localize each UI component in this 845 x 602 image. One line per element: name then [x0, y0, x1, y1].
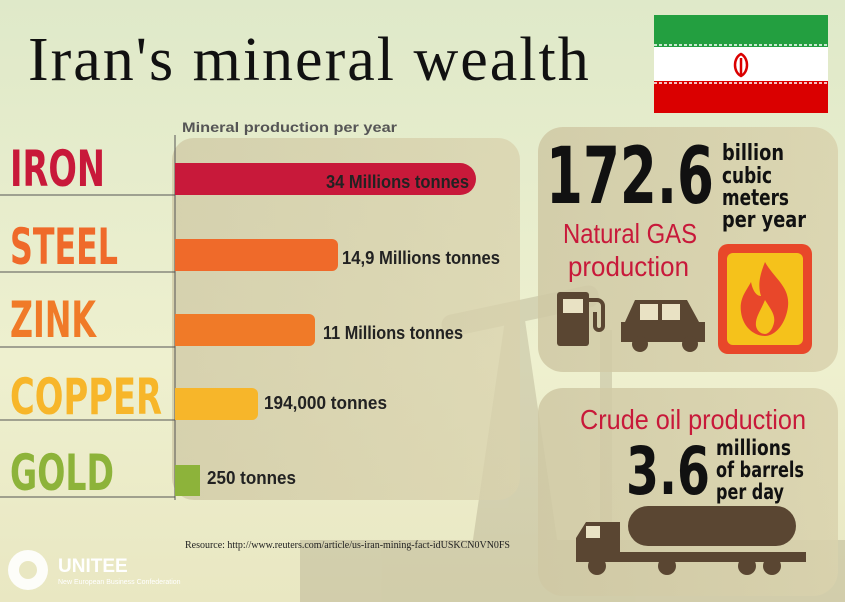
bar-panel [172, 138, 520, 500]
mineral-label: ZINK [10, 291, 97, 349]
gas-label: Natural GAS [563, 218, 697, 249]
gas-unit: billion [722, 141, 784, 166]
source: Resource: http://www.reuters.com/article… [185, 540, 510, 551]
bar [175, 465, 200, 496]
gas-unit: per year [722, 208, 806, 233]
amount-label: 250 tonnes [207, 468, 296, 488]
amount-label: 14,9 Millions tonnes [342, 248, 500, 268]
title: Iran's mineral wealth [28, 26, 591, 94]
logo-tagline: New European Business Confederation [58, 579, 181, 586]
mineral-label: IRON [10, 140, 105, 198]
flag [654, 15, 828, 113]
mineral-label: STEEL [10, 218, 118, 276]
logo-name: UNITEE [58, 556, 128, 577]
amount-label: 194,000 tonnes [264, 393, 387, 413]
tanker-truck [576, 506, 806, 575]
oil-unit: of barrels [716, 458, 804, 482]
mineral-label: GOLD [10, 444, 114, 502]
gas-unit: cubic [722, 164, 772, 189]
oil-unit: per day [716, 480, 784, 504]
bars: 34 Millions tonnes 14,9 Millions tonnes … [175, 163, 500, 496]
minerals: IRON STEEL ZINK COPPER GOLD [0, 140, 175, 502]
logo: UNITEE New European Business Confederati… [8, 550, 181, 590]
amount-label: 34 Millions tonnes [326, 172, 469, 192]
oil-label: Crude oil production [580, 404, 806, 435]
amount-label: 11 Millions tonnes [323, 323, 463, 343]
oil-value: 3.6 [626, 433, 710, 510]
icons-gas [557, 244, 812, 354]
gas-label: production [568, 251, 689, 282]
bar [175, 239, 338, 271]
gas-unit: meters [722, 186, 789, 211]
caption: Mineral production per year [182, 119, 398, 135]
bar [175, 314, 315, 346]
mineral-label: COPPER [10, 368, 162, 426]
oil-unit: millions [716, 436, 791, 460]
gas-value: 172.6 [546, 132, 714, 222]
bar [175, 388, 258, 420]
bar [175, 163, 477, 195]
